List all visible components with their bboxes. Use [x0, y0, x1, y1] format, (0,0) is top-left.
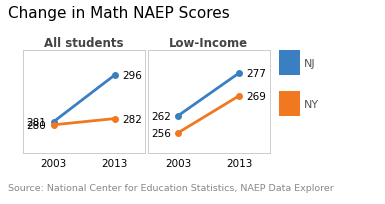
Text: 280: 280: [27, 120, 46, 130]
Text: Change in Math NAEP Scores: Change in Math NAEP Scores: [8, 6, 229, 21]
Text: NY: NY: [304, 99, 319, 109]
Text: 262: 262: [151, 111, 171, 121]
Title: All students: All students: [44, 37, 124, 50]
Text: 296: 296: [122, 71, 142, 81]
Text: NJ: NJ: [304, 58, 316, 68]
Text: 277: 277: [246, 69, 266, 79]
Text: 282: 282: [122, 114, 142, 124]
Text: 269: 269: [246, 91, 266, 101]
Text: 281: 281: [27, 117, 46, 127]
Text: Source: National Center for Education Statistics, NAEP Data Explorer: Source: National Center for Education St…: [8, 183, 333, 192]
Title: Low-Income: Low-Income: [169, 37, 248, 50]
Text: 256: 256: [151, 128, 171, 138]
